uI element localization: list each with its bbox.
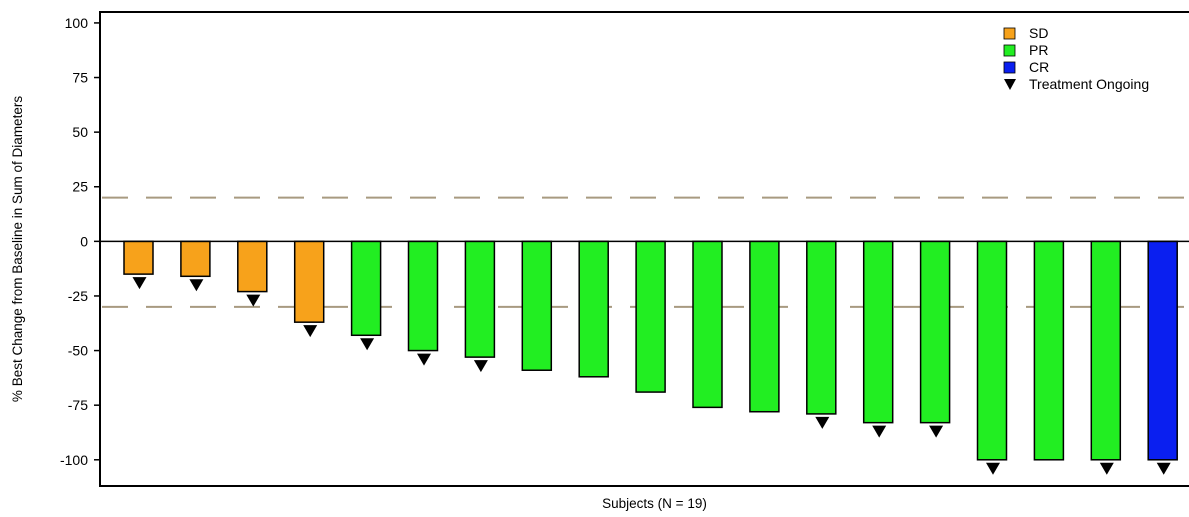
y-axis-ticks: 100 75 50 25 0 -25 -50 -75 -100: [60, 15, 100, 468]
y-tick-label: -50: [68, 343, 88, 359]
bar-subject-7: [464, 240, 496, 358]
bar-subject-9: [578, 240, 609, 378]
bar-subject-6: [407, 240, 439, 352]
ongoing-marker-19: [1156, 462, 1171, 475]
ongoing-marker-7: [473, 360, 488, 373]
y-axis-title: % Best Change from Baseline in Sum of Di…: [10, 96, 25, 402]
bar-subject-3: [237, 240, 268, 293]
bar-subject-15: [919, 240, 951, 424]
ongoing-marker-13: [815, 416, 830, 429]
legend-label-cr: CR: [1029, 59, 1049, 75]
legend-swatch-cr: [1003, 61, 1016, 74]
bar-subject-5: [350, 240, 382, 337]
ongoing-marker-4: [303, 325, 318, 338]
ongoing-marker-6: [417, 353, 431, 366]
legend-marker-treatment-ongoing: [1004, 79, 1016, 90]
y-tick-label: -25: [68, 288, 88, 304]
ongoing-markers: [132, 277, 1171, 475]
bar-subject-2: [180, 240, 211, 278]
bar-subject-19: [1147, 240, 1178, 461]
bar-subject-11: [692, 240, 723, 409]
x-axis-title: Subjects (N = 19): [602, 496, 707, 511]
y-tick-label: 100: [65, 15, 89, 31]
bar-subject-13: [806, 240, 837, 415]
y-tick-label: 75: [72, 70, 88, 86]
y-tick-label: 50: [72, 124, 88, 140]
ongoing-marker-2: [189, 279, 204, 292]
bar-subject-18: [1090, 240, 1122, 461]
ongoing-marker-15: [929, 425, 944, 438]
legend-swatch-sd: [1003, 27, 1016, 40]
legend-swatch-pr: [1003, 44, 1016, 57]
bar-subject-14: [862, 240, 894, 424]
ongoing-marker-5: [360, 338, 375, 351]
ongoing-marker-18: [1099, 462, 1114, 475]
bar-subject-16: [976, 240, 1008, 461]
y-tick-label: 0: [80, 233, 88, 249]
ongoing-marker-3: [246, 294, 261, 307]
bars: [123, 240, 1178, 461]
ongoing-marker-1: [132, 277, 147, 290]
y-tick-label: 25: [72, 179, 88, 195]
ongoing-marker-16: [986, 462, 1000, 475]
bar-subject-8: [521, 240, 553, 371]
bar-subject-17: [1033, 240, 1065, 461]
bar-subject-12: [749, 240, 780, 413]
y-tick-label: -75: [68, 397, 88, 413]
ongoing-marker-14: [872, 425, 887, 438]
plot-frame: [99, 11, 1189, 487]
legend-label-sd: SD: [1029, 25, 1048, 41]
bar-subject-1: [123, 240, 154, 275]
bar-subject-10: [635, 240, 666, 393]
y-tick-label: -100: [60, 452, 88, 468]
legend-label-pr: PR: [1029, 42, 1048, 58]
bar-subject-4: [293, 240, 325, 323]
legend-label-treatment-ongoing: Treatment Ongoing: [1029, 76, 1149, 92]
